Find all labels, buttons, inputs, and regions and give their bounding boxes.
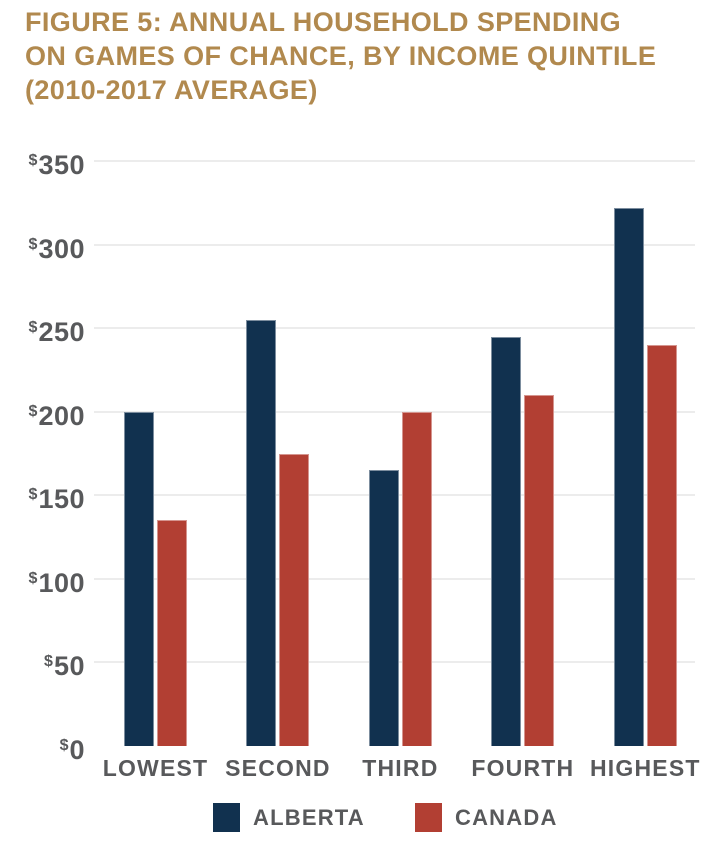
- x-label-third: THIRD: [362, 755, 439, 781]
- legend-swatch-canada: [415, 803, 442, 832]
- legend-label-canada: CANADA: [455, 804, 558, 830]
- bar-canada-highest: [646, 344, 677, 746]
- gridline-200: [94, 410, 695, 413]
- y-tick-label-150: $150: [28, 484, 85, 515]
- legend-item-alberta: ALBERTA: [213, 803, 365, 832]
- y-tick-label-300: $300: [28, 233, 85, 264]
- figure-title-line-3: (2010-2017 AVERAGE): [25, 75, 318, 105]
- figure-title: FIGURE 5: ANNUAL HOUSEHOLD SPENDING ON G…: [25, 5, 656, 107]
- x-label-lowest: LOWEST: [102, 755, 209, 781]
- figure-title-line-2: ON GAMES OF CHANCE, BY INCOME QUINTILE: [25, 41, 657, 71]
- bar-alberta-fourth: [491, 336, 522, 746]
- bar-alberta-second: [246, 319, 277, 746]
- x-label-highest: HIGHEST: [589, 755, 701, 781]
- x-label-second: SECOND: [225, 755, 331, 781]
- legend-label-alberta: ALBERTA: [253, 804, 365, 830]
- x-axis: LOWEST SECOND THIRD FOURTH HIGHEST: [94, 755, 700, 785]
- y-tick-label-50: $50: [44, 651, 85, 682]
- dollar-sign: $: [28, 486, 38, 504]
- x-label-fourth: FOURTH: [471, 755, 575, 781]
- y-tick-label-350: $350: [28, 150, 85, 180]
- dollar-sign: $: [44, 653, 53, 671]
- gridline-350: [94, 160, 695, 162]
- legend: ALBERTA CANADA: [213, 803, 613, 837]
- y-tick-label-100: $100: [28, 567, 85, 598]
- y-tick-label-250: $250: [28, 317, 85, 348]
- plot-area: [94, 160, 695, 746]
- bar-alberta-lowest: [124, 411, 154, 746]
- bar-canada-fourth: [524, 395, 555, 746]
- dollar-sign: $: [28, 152, 38, 169]
- bar-alberta-highest: [613, 207, 644, 746]
- bar-canada-third: [401, 411, 432, 746]
- y-axis: $0 $50 $100 $150 $200 $250 $300 $350: [0, 150, 85, 765]
- dollar-sign: $: [28, 235, 38, 253]
- bar-canada-lowest: [157, 520, 187, 746]
- dollar-sign: $: [59, 737, 69, 754]
- dollar-sign: $: [28, 402, 38, 420]
- dollar-sign: $: [28, 319, 38, 337]
- y-tick-label-200: $200: [28, 400, 85, 431]
- bar-canada-second: [279, 453, 310, 746]
- dollar-sign: $: [28, 569, 38, 587]
- legend-item-canada: CANADA: [415, 803, 558, 832]
- y-tick-label-0: $0: [59, 735, 85, 765]
- gridline-250: [94, 327, 695, 330]
- legend-swatch-alberta: [213, 803, 240, 832]
- gridline-300: [94, 243, 695, 246]
- figure-title-line-1: FIGURE 5: ANNUAL HOUSEHOLD SPENDING: [25, 7, 622, 37]
- bar-alberta-third: [368, 470, 399, 746]
